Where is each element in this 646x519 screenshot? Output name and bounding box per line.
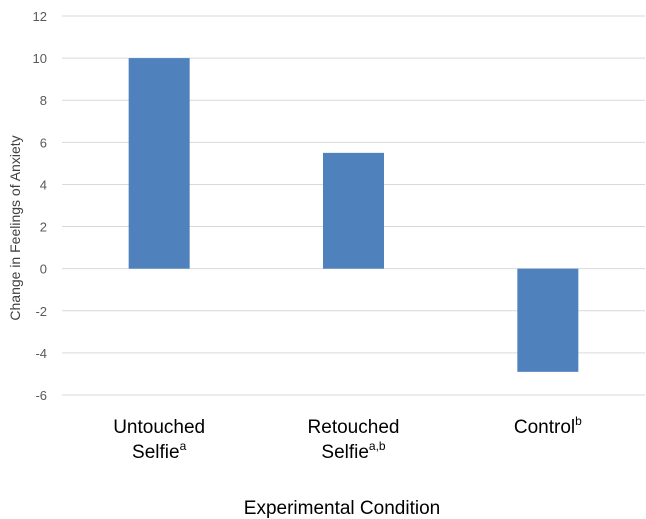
bar	[323, 152, 384, 269]
y-tick-label: -4	[35, 346, 47, 361]
y-tick-label: 6	[40, 135, 47, 150]
y-tick-label: 8	[40, 93, 47, 108]
y-tick-label: 4	[40, 177, 47, 192]
category-label-text: Untouched	[113, 417, 205, 438]
y-tick-label: 10	[33, 51, 47, 66]
y-tick-label: 0	[40, 262, 47, 277]
bars	[128, 58, 579, 372]
x-category-label: Selfiea,b	[321, 439, 386, 463]
category-label-text: Selfie	[321, 442, 369, 463]
x-axis-title: Experimental Condition	[244, 498, 440, 519]
bar	[517, 268, 579, 372]
x-category-label: Retouched	[308, 417, 400, 438]
x-category-label: Untouched	[113, 417, 205, 438]
category-label-superscript: b	[575, 414, 582, 428]
y-tick-label: 2	[40, 220, 47, 235]
y-tick-labels: 12 10 8 6 4 2 0 -2 -4 -6	[33, 9, 47, 403]
y-tick-label: 12	[33, 9, 47, 24]
category-label-text: Retouched	[308, 417, 400, 438]
x-category-label: Selfiea	[132, 439, 187, 463]
y-tick-label: -2	[35, 304, 47, 319]
category-label-text: Control	[514, 417, 575, 438]
y-tick-label: -6	[35, 388, 47, 403]
category-label-superscript: a	[180, 439, 187, 453]
x-category-labels: UntouchedSelfieaRetouchedSelfiea,bContro…	[113, 414, 582, 463]
category-label-text: Selfie	[132, 442, 180, 463]
bar	[128, 58, 190, 269]
y-axis-title: Change in Feelings of Anxiety	[7, 135, 23, 320]
x-category-label: Controlb	[514, 414, 582, 438]
category-label-superscript: a,b	[369, 439, 386, 453]
